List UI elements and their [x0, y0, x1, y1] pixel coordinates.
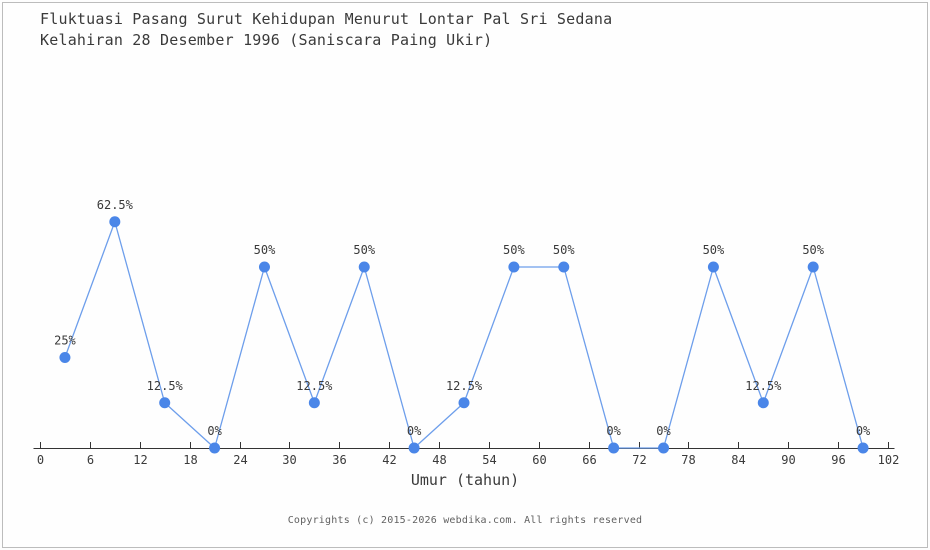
- x-axis-tick-label: 60: [532, 453, 546, 467]
- x-axis-tick-label: 54: [482, 453, 496, 467]
- x-axis-tick-label: 42: [382, 453, 396, 467]
- data-point: [857, 442, 869, 454]
- x-axis-tick-label: 0: [37, 453, 44, 467]
- x-axis-tick-label: 36: [332, 453, 346, 467]
- x-axis-tick-label: 18: [183, 453, 197, 467]
- data-point: [358, 261, 370, 273]
- data-point-label: 0%: [856, 424, 871, 438]
- chart-title-line1: Fluktuasi Pasang Surut Kehidupan Menurut…: [40, 10, 613, 28]
- x-axis-tick-label: 78: [681, 453, 695, 467]
- data-point-label: 12.5%: [147, 379, 184, 393]
- data-point: [308, 397, 320, 409]
- data-point-label: 0%: [656, 424, 671, 438]
- data-point-label: 50%: [503, 243, 525, 257]
- x-axis-tick-label: 96: [831, 453, 845, 467]
- x-axis-tick-label: 24: [233, 453, 247, 467]
- x-axis-title: Umur (tahun): [410, 471, 520, 489]
- data-point: [109, 216, 121, 228]
- data-point: [658, 442, 670, 454]
- data-point-label: 12.5%: [745, 379, 782, 393]
- data-point-label: 50%: [802, 243, 824, 257]
- x-axis-tick-label: 6: [87, 453, 94, 467]
- data-point: [458, 397, 470, 409]
- data-point-label: 0%: [606, 424, 621, 438]
- data-point: [807, 261, 819, 273]
- x-axis-tick-label: 72: [632, 453, 646, 467]
- data-point: [757, 397, 769, 409]
- data-point-label: 12.5%: [446, 379, 483, 393]
- data-point-label: 50%: [254, 243, 276, 257]
- data-point: [209, 442, 221, 454]
- data-point-label: 62.5%: [97, 198, 134, 212]
- data-point-label: 0%: [407, 424, 422, 438]
- x-axis-tick-label: 66: [582, 453, 596, 467]
- x-axis-tick-label: 12: [133, 453, 147, 467]
- data-point-label: 0%: [207, 424, 222, 438]
- x-axis-tick-label: 84: [731, 453, 745, 467]
- chart-title-line2: Kelahiran 28 Desember 1996 (Saniscara Pa…: [40, 31, 493, 49]
- data-point-label: 50%: [353, 243, 375, 257]
- data-point-label: 25%: [54, 334, 76, 348]
- data-point: [608, 442, 620, 454]
- data-point: [408, 442, 420, 454]
- series-line: [64, 221, 864, 449]
- data-point: [707, 261, 719, 273]
- copyright-text: Copyrights (c) 2015-2026 webdika.com. Al…: [287, 515, 643, 526]
- data-point: [59, 352, 71, 363]
- x-axis-tick-label: 90: [781, 453, 795, 467]
- x-axis-tick-label: 30: [282, 453, 296, 467]
- data-point: [258, 261, 270, 273]
- x-axis-tick-label: 48: [432, 453, 446, 467]
- x-axis-tick-label: 102: [878, 453, 900, 467]
- chart-title: Fluktuasi Pasang Surut Kehidupan Menurut…: [40, 9, 612, 51]
- data-point-label: 12.5%: [296, 379, 333, 393]
- data-point: [508, 261, 520, 273]
- data-point-label: 50%: [553, 243, 575, 257]
- data-point: [558, 261, 570, 273]
- data-point: [159, 397, 171, 409]
- data-point-label: 50%: [703, 243, 725, 257]
